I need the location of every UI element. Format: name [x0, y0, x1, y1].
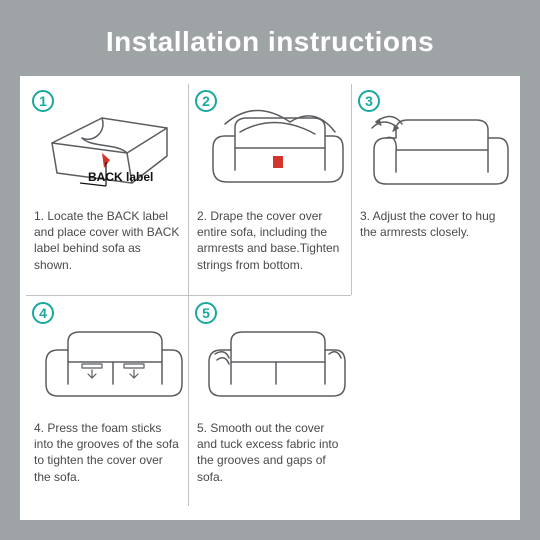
back-label: BACK label [88, 170, 153, 184]
step-number-badge: 5 [195, 302, 217, 324]
step-3-illustration [358, 88, 508, 208]
step-2-illustration [195, 88, 345, 208]
step-number-badge: 1 [32, 90, 54, 112]
step-5: 5 5. Smooth out the cov [188, 295, 351, 506]
step-1-illustration [32, 88, 182, 208]
step-3: 3 3. Adjus [351, 84, 514, 295]
step-number-badge: 2 [195, 90, 217, 112]
step-caption: 2. Drape the cover over entire sofa, inc… [195, 208, 345, 273]
title: Installation instructions [20, 20, 520, 76]
step-caption: 3. Adjust the cover to hug the armrests … [358, 208, 508, 240]
step-caption: 4. Press the foam sticks into the groove… [32, 420, 182, 485]
step-number-badge: 4 [32, 302, 54, 324]
empty-cell [351, 295, 514, 506]
step-4: 4 [26, 295, 188, 506]
instruction-card: Installation instructions 1 [0, 0, 540, 540]
step-1: 1 BACK [26, 84, 188, 295]
step-number-badge: 3 [358, 90, 380, 112]
step-caption: 1. Locate the BACK label and place cover… [32, 208, 182, 273]
step-2: 2 2. Drape t [188, 84, 351, 295]
steps-grid: 1 BACK [20, 76, 520, 520]
step-4-illustration [32, 300, 182, 420]
step-5-illustration [195, 300, 345, 420]
step-caption: 5. Smooth out the cover and tuck excess … [195, 420, 345, 485]
